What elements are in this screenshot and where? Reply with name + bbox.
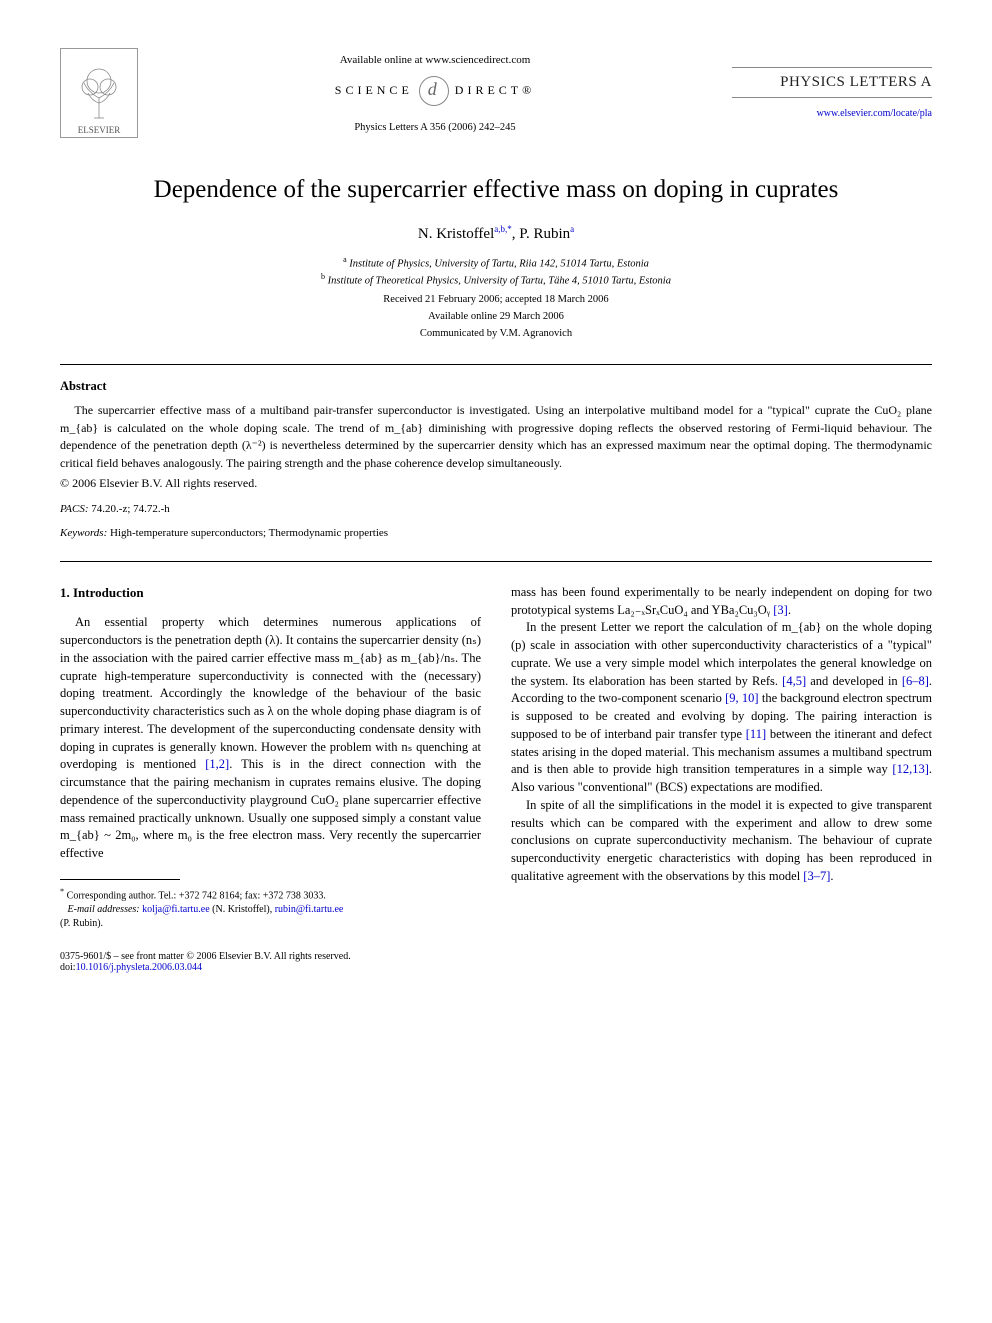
corresponding-author-footnote: * Corresponding author. Tel.: +372 742 8… — [60, 886, 481, 931]
author-list: N. Kristoffela,b,*, P. Rubina — [60, 224, 932, 243]
abstract-text: The supercarrier effective mass of a mul… — [60, 402, 932, 472]
affiliation-b: b Institute of Theoretical Physics, Univ… — [60, 272, 932, 287]
doi-label: doi: — [60, 962, 76, 973]
column-right: mass has been found experimentally to be… — [511, 584, 932, 931]
footnote-separator — [60, 879, 180, 880]
sciencedirect-icon — [419, 76, 449, 106]
ref-link-1-2[interactable]: [1,2] — [205, 757, 229, 771]
journal-url-link[interactable]: www.elsevier.com/locate/pla — [817, 108, 932, 119]
ref-link-3[interactable]: [3] — [773, 603, 788, 617]
email-label: E-mail addresses: — [68, 904, 140, 915]
publisher-logo: ELSEVIER — [60, 48, 138, 138]
email-link-2[interactable]: rubin@fi.tartu.ee — [275, 904, 344, 915]
pacs-line: PACS: 74.20.-z; 74.72.-h — [60, 503, 932, 515]
column-left: 1. Introduction An essential property wh… — [60, 584, 481, 931]
copyright-text: © 2006 Elsevier B.V. All rights reserved… — [60, 476, 932, 491]
ref-link-4-5[interactable]: [4,5] — [782, 674, 806, 688]
available-online-text: Available online at www.sciencedirect.co… — [138, 54, 732, 66]
affiliation-a: a Institute of Physics, University of Ta… — [60, 255, 932, 270]
email-link-1[interactable]: kolja@fi.tartu.ee — [142, 904, 210, 915]
ref-link-9-10[interactable]: [9, 10] — [725, 691, 758, 705]
received-date: Received 21 February 2006; accepted 18 M… — [60, 292, 932, 309]
sciencedirect-logo: SCIENCE DIRECT® — [335, 76, 535, 106]
paper-header: ELSEVIER Available online at www.science… — [60, 48, 932, 138]
affiliation-b-text: Institute of Theoretical Physics, Univer… — [328, 275, 671, 286]
keywords-label: Keywords: — [60, 527, 107, 539]
ref-link-6-8[interactable]: [6–8] — [902, 674, 929, 688]
ref-link-3-7[interactable]: [3–7] — [803, 869, 830, 883]
p4-text-a: In spite of all the simplifications in t… — [511, 798, 932, 883]
sd-text-right: DIRECT® — [455, 83, 535, 98]
ref-link-12-13[interactable]: [12,13] — [892, 762, 928, 776]
introduction-heading: 1. Introduction — [60, 584, 481, 602]
paragraph-4: In spite of all the simplifications in t… — [511, 797, 932, 886]
header-center: Available online at www.sciencedirect.co… — [138, 54, 732, 133]
paper-title: Dependence of the supercarrier effective… — [60, 176, 932, 204]
corr-author-text: Corresponding author. Tel.: +372 742 816… — [67, 890, 326, 901]
journal-name: PHYSICS LETTERS A — [732, 67, 932, 98]
author-1-corr-link[interactable]: * — [507, 224, 512, 234]
author-1: N. Kristoffel — [418, 226, 494, 242]
keywords-value: High-temperature superconductors; Thermo… — [110, 527, 388, 539]
affiliation-a-text: Institute of Physics, University of Tart… — [349, 259, 649, 270]
p1-text-a: An essential property which determines n… — [60, 615, 481, 771]
p1-text-b: . This is in the direct connection with … — [60, 757, 481, 860]
email-who-1: (N. Kristoffel), — [212, 904, 272, 915]
publisher-name: ELSEVIER — [78, 125, 121, 135]
paragraph-3: In the present Letter we report the calc… — [511, 619, 932, 797]
online-date: Available online 29 March 2006 — [60, 309, 932, 326]
paragraph-1: An essential property which determines n… — [60, 614, 481, 863]
journal-box: PHYSICS LETTERS A www.elsevier.com/locat… — [732, 67, 932, 120]
p2-text-a: mass has been found experimentally to be… — [511, 585, 932, 617]
journal-reference: Physics Letters A 356 (2006) 242–245 — [138, 122, 732, 133]
pacs-value: 74.20.-z; 74.72.-h — [91, 503, 170, 515]
ref-link-11[interactable]: [11] — [746, 727, 766, 741]
sd-text-left: SCIENCE — [335, 83, 413, 98]
author-2-affil-link[interactable]: a — [570, 224, 574, 234]
p2-text-b: . — [788, 603, 791, 617]
paragraph-2: mass has been found experimentally to be… — [511, 584, 932, 620]
p3-text-b: and developed in — [806, 674, 902, 688]
communicated-by: Communicated by V.M. Agranovich — [60, 326, 932, 343]
body-columns: 1. Introduction An essential property wh… — [60, 584, 932, 931]
divider-bottom — [60, 561, 932, 562]
author-2: P. Rubin — [519, 226, 570, 242]
pacs-label: PACS: — [60, 503, 89, 515]
doi-link[interactable]: 10.1016/j.physleta.2006.03.044 — [76, 962, 202, 973]
p4-text-b: . — [830, 869, 833, 883]
abstract-heading: Abstract — [60, 379, 932, 394]
email-who-2: (P. Rubin). — [60, 918, 103, 929]
keywords-line: Keywords: High-temperature superconducto… — [60, 527, 932, 539]
elsevier-tree-icon — [74, 63, 124, 121]
footer-line: 0375-9601/$ – see front matter © 2006 El… — [60, 951, 932, 973]
front-matter-text: 0375-9601/$ – see front matter © 2006 El… — [60, 951, 932, 962]
article-dates: Received 21 February 2006; accepted 18 M… — [60, 292, 932, 342]
author-1-affil-link[interactable]: a,b, — [494, 224, 507, 234]
divider-top — [60, 364, 932, 365]
